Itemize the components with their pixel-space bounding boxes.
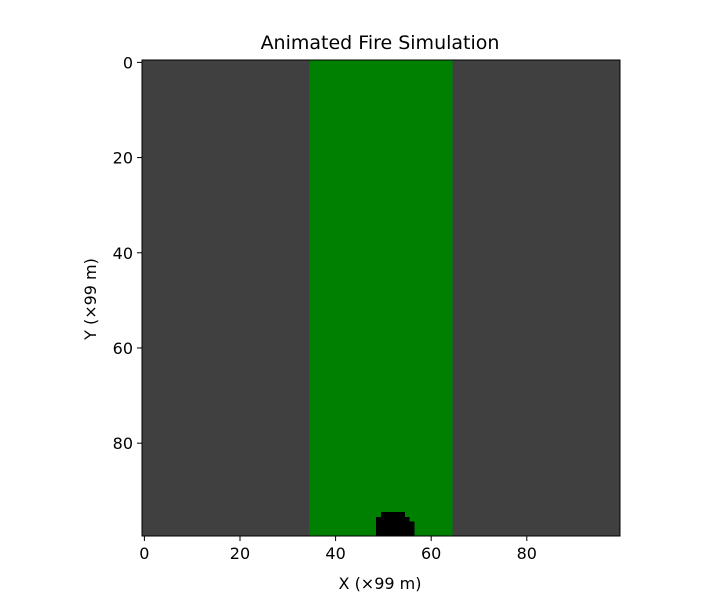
y-axis-label: Y (×99 m)	[81, 258, 100, 341]
y-axis: 0 20 40 60 80	[113, 53, 142, 453]
x-tick-label: 40	[325, 544, 345, 563]
x-tick-label: 20	[230, 544, 250, 563]
y-tick-label: 20	[113, 149, 133, 168]
burnt-cells	[376, 526, 415, 532]
plot-area	[141, 59, 621, 537]
x-tick-label: 0	[139, 544, 149, 563]
y-tick-label: 80	[113, 434, 133, 453]
burnt-cells	[376, 531, 415, 537]
burnt-cells	[376, 521, 415, 527]
x-axis-label: X (×99 m)	[339, 574, 422, 593]
empty-region	[142, 60, 310, 536]
y-tick-label: 0	[123, 53, 133, 72]
empty-region	[452, 60, 620, 536]
y-tick-label: 40	[113, 244, 133, 263]
burnt-cells	[381, 512, 405, 518]
x-tick-label: 80	[517, 544, 537, 563]
vegetation-region	[309, 60, 453, 536]
grid-cells	[142, 60, 620, 537]
plot-frame	[141, 59, 621, 537]
burnt-cells	[376, 516, 410, 522]
x-axis: 0 20 40 60 80	[139, 536, 537, 563]
x-tick-label: 60	[421, 544, 441, 563]
y-tick-label: 60	[113, 339, 133, 358]
chart-title: Animated Fire Simulation	[261, 32, 500, 54]
